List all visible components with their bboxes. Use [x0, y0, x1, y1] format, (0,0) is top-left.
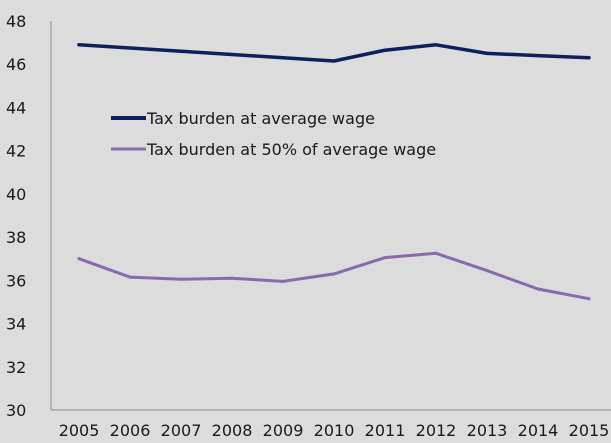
data-point [281, 56, 285, 60]
y-tick-label: 30 [6, 401, 26, 420]
series-line-0 [77, 43, 591, 63]
legend-label-1: Tax burden at 50% of average wage [146, 140, 436, 159]
y-tick-label: 46 [6, 55, 26, 74]
data-point [77, 257, 81, 261]
y-tick-label: 36 [6, 271, 26, 290]
data-point [383, 256, 387, 260]
y-tick-label: 44 [6, 98, 26, 117]
x-tick-label: 2006 [110, 421, 151, 439]
y-tick-label: 40 [6, 185, 26, 204]
series-lines [77, 43, 591, 301]
data-point [536, 287, 540, 291]
data-point [128, 275, 132, 279]
data-point [587, 56, 591, 60]
y-tick-label: 38 [6, 228, 26, 247]
data-point [434, 251, 438, 255]
data-point [179, 277, 183, 281]
data-point [230, 52, 234, 56]
x-tick-label: 2011 [365, 421, 406, 439]
data-point [587, 297, 591, 301]
y-tick-label: 32 [6, 358, 26, 377]
x-tick-labels: 2005 2006 2007 2008 2009 2010 2011 2012 2013 2014… [59, 421, 610, 440]
data-point [230, 276, 234, 280]
x-tick-label: 2014 [518, 421, 559, 439]
y-tick-labels: 30 32 34 36 38 40 42 44 46 48 [6, 12, 26, 420]
data-point [179, 49, 183, 53]
y-tick-label: 34 [6, 315, 26, 334]
x-tick-label: 2005 [59, 421, 100, 439]
x-tick-label: 2010 [314, 421, 355, 439]
x-tick-label: 2007 [161, 421, 202, 439]
data-point [536, 54, 540, 58]
data-point [332, 59, 336, 63]
y-tick-label: 42 [6, 142, 26, 161]
data-point [485, 269, 489, 273]
legend: Tax burden at average wage Tax burden at … [111, 109, 436, 159]
axes [50, 21, 611, 411]
x-tick-label: 2008 [212, 421, 253, 439]
legend-label-0: Tax burden at average wage [146, 109, 375, 128]
x-tick-label: 2012 [416, 421, 457, 439]
data-point [332, 272, 336, 276]
data-point [281, 279, 285, 283]
data-point [383, 48, 387, 52]
data-point [434, 43, 438, 47]
x-tick-label: 2013 [467, 421, 508, 439]
y-tick-label: 48 [6, 12, 26, 31]
series-line-1 [77, 251, 591, 301]
data-point [128, 46, 132, 50]
x-tick-label: 2009 [263, 421, 304, 439]
x-tick-label: 2015 [569, 421, 610, 439]
data-point [485, 51, 489, 55]
data-point [77, 43, 81, 47]
